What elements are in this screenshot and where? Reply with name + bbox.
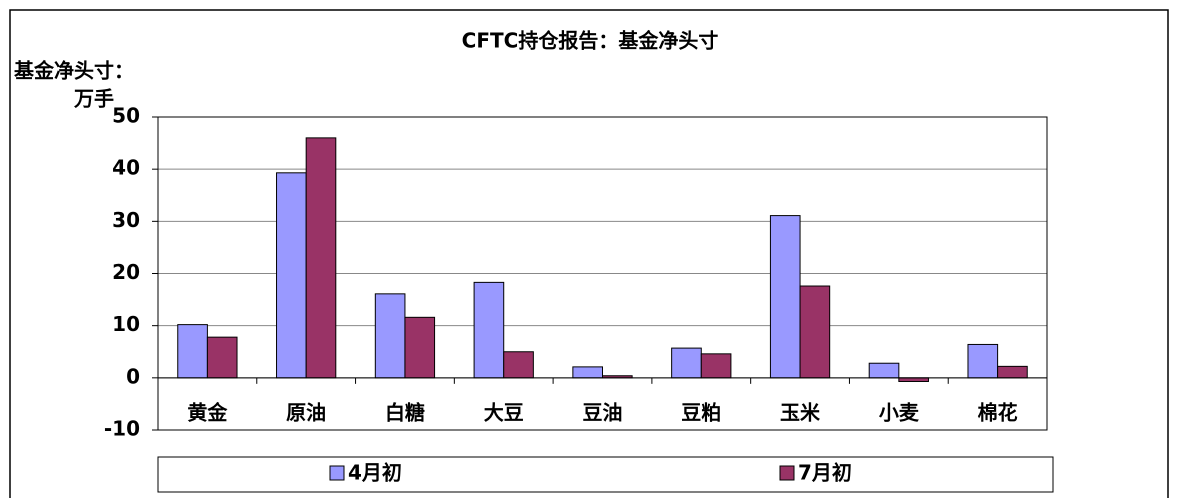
bar [177,324,208,379]
y-tick-label: 40 [112,156,140,180]
x-tick-label: 豆粕 [681,400,721,424]
bar [404,316,436,379]
x-tick-label: 玉米 [780,400,821,424]
bar [967,343,999,379]
bar [572,366,603,379]
bar [473,281,505,379]
y-axis-label: 基金净头寸： [14,59,134,83]
bar [700,353,732,379]
bar [799,285,831,379]
bar [997,365,1028,379]
bar [276,172,307,379]
frame [9,9,1169,498]
y-tick-label: 30 [112,208,140,232]
bar [769,215,801,379]
bar [503,351,534,379]
legend-label: 4月初 [348,461,402,485]
x-tick-label: 原油 [286,400,326,424]
y-axis-label: 万手 [73,87,114,111]
x-tick-label: 黄金 [187,400,228,424]
chart-title: CFTC持仓报告：基金净头寸 [462,29,719,53]
y-tick-label: 50 [112,104,140,128]
legend [157,456,1054,493]
x-tick-label: 大豆 [484,400,524,424]
bar [671,347,702,379]
bar [374,293,406,379]
legend-swatch [329,465,345,481]
x-tick-label: 小麦 [879,400,920,424]
y-tick-label: -10 [104,417,140,441]
legend-swatch [779,465,795,481]
x-tick-label: 棉花 [978,400,1018,424]
bar [868,362,900,379]
bar [206,336,238,379]
bar [898,377,929,382]
y-tick-label: 0 [126,364,140,388]
x-tick-label: 白糖 [385,400,425,424]
y-tick-label: 10 [112,312,140,336]
legend-label: 7月初 [798,461,852,485]
bar [305,137,337,379]
x-tick-label: 豆油 [583,400,623,424]
y-tick-label: 20 [112,260,140,284]
plot-area [157,116,1048,431]
